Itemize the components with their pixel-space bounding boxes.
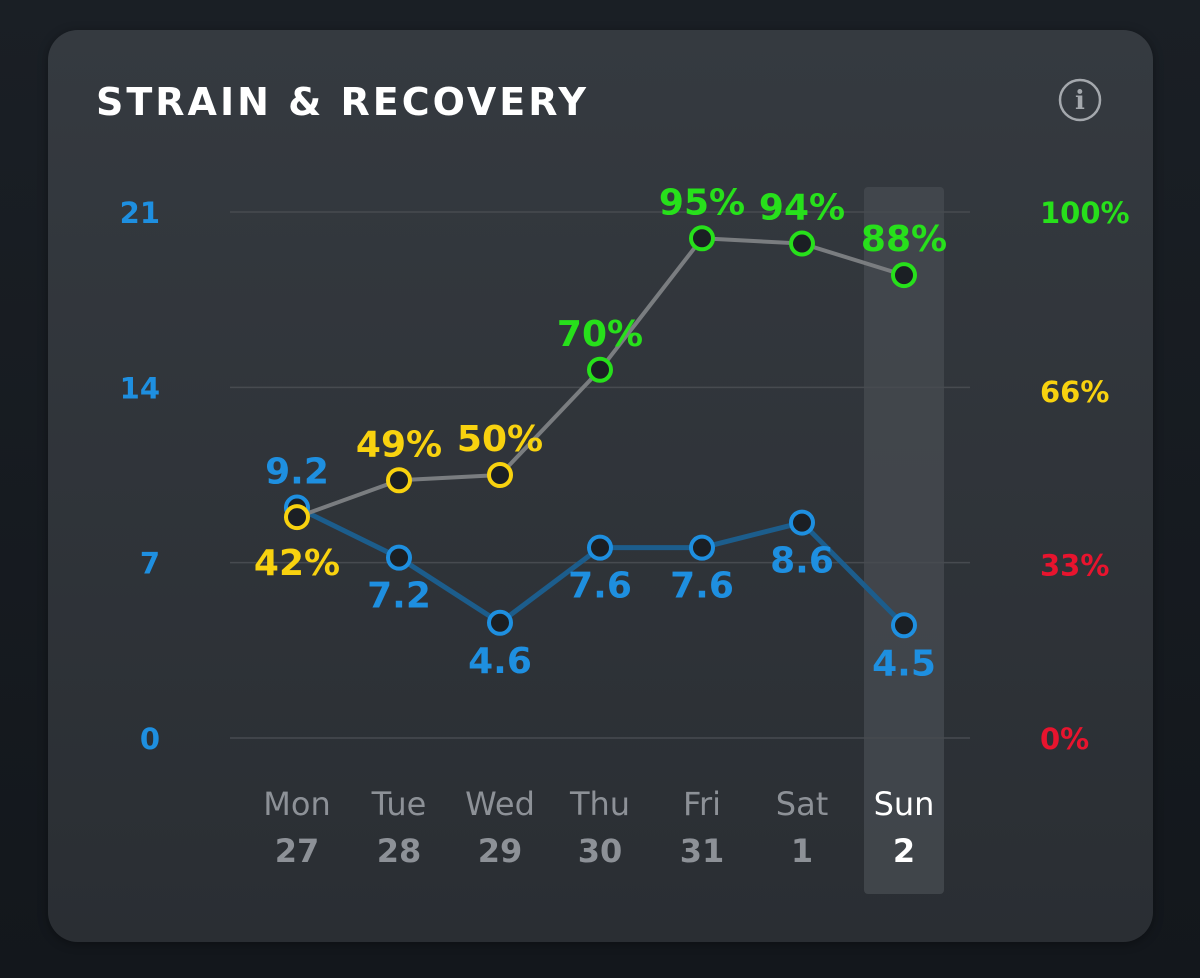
- recovery-data-label: 88%: [861, 219, 947, 260]
- x-axis-day-label: Wed: [465, 785, 535, 823]
- x-axis-date-label: 2: [893, 832, 915, 870]
- strain-data-label: 8.6: [770, 541, 834, 582]
- left-axis-tick-label: 7: [140, 547, 160, 581]
- strain-point: [789, 509, 815, 536]
- recovery-data-label: 50%: [457, 419, 543, 460]
- recovery-point: [386, 467, 412, 494]
- strain-data-label: 4.6: [468, 641, 532, 682]
- recovery-data-label: 42%: [254, 543, 340, 584]
- strain-data-label: 7.6: [670, 566, 734, 607]
- recovery-point: [891, 262, 917, 289]
- recovery-point: [487, 462, 513, 488]
- strain-point: [689, 534, 715, 561]
- strain-data-label: 7.2: [367, 576, 431, 617]
- right-axis-tick-label: 0%: [1040, 722, 1089, 756]
- left-axis-tick-label: 0: [140, 722, 160, 756]
- recovery-point: [284, 504, 310, 531]
- card-title: STRAIN & RECOVERY: [96, 80, 589, 124]
- x-axis-date-label: 27: [275, 832, 320, 870]
- right-axis-tick-label: 33%: [1040, 548, 1109, 582]
- recovery-data-label: 70%: [557, 314, 643, 355]
- recovery-data-label: 49%: [356, 424, 442, 465]
- x-axis-day-label: Mon: [263, 785, 330, 823]
- strain-point: [487, 609, 513, 636]
- x-axis-date-label: 1: [791, 832, 813, 870]
- x-axis-day-label: Fri: [683, 785, 721, 823]
- strain-data-label: 4.5: [872, 643, 936, 684]
- left-axis-tick-label: 21: [120, 196, 160, 230]
- strain-point: [386, 544, 412, 571]
- x-axis-day-label: Thu: [569, 785, 630, 823]
- strain-recovery-card: [48, 30, 1153, 942]
- x-axis-date-label: 29: [478, 832, 523, 870]
- recovery-point: [689, 225, 715, 252]
- strain-data-label: 7.6: [568, 566, 632, 607]
- recovery-point: [587, 356, 613, 383]
- x-axis-date-label: 30: [578, 832, 623, 870]
- x-axis-day-label: Sat: [776, 785, 828, 823]
- strain-point: [891, 612, 917, 639]
- x-axis-date-label: 28: [377, 832, 422, 870]
- x-axis-day-label: Tue: [371, 785, 427, 823]
- right-axis-tick-label: 100%: [1040, 196, 1130, 230]
- recovery-data-label: 95%: [659, 182, 745, 223]
- info-glyph: i: [1075, 86, 1085, 116]
- right-axis-tick-label: 66%: [1040, 375, 1109, 409]
- x-axis-day-label: Sun: [874, 785, 935, 823]
- recovery-data-label: 94%: [759, 188, 845, 229]
- left-axis-tick-label: 14: [120, 371, 160, 405]
- recovery-point: [789, 230, 815, 257]
- x-axis-date-label: 31: [680, 832, 725, 870]
- selected-day-highlight: [864, 187, 944, 894]
- strain-data-label: 9.2: [265, 452, 329, 493]
- strain-point: [587, 534, 613, 561]
- info-icon[interactable]: i: [1058, 78, 1102, 122]
